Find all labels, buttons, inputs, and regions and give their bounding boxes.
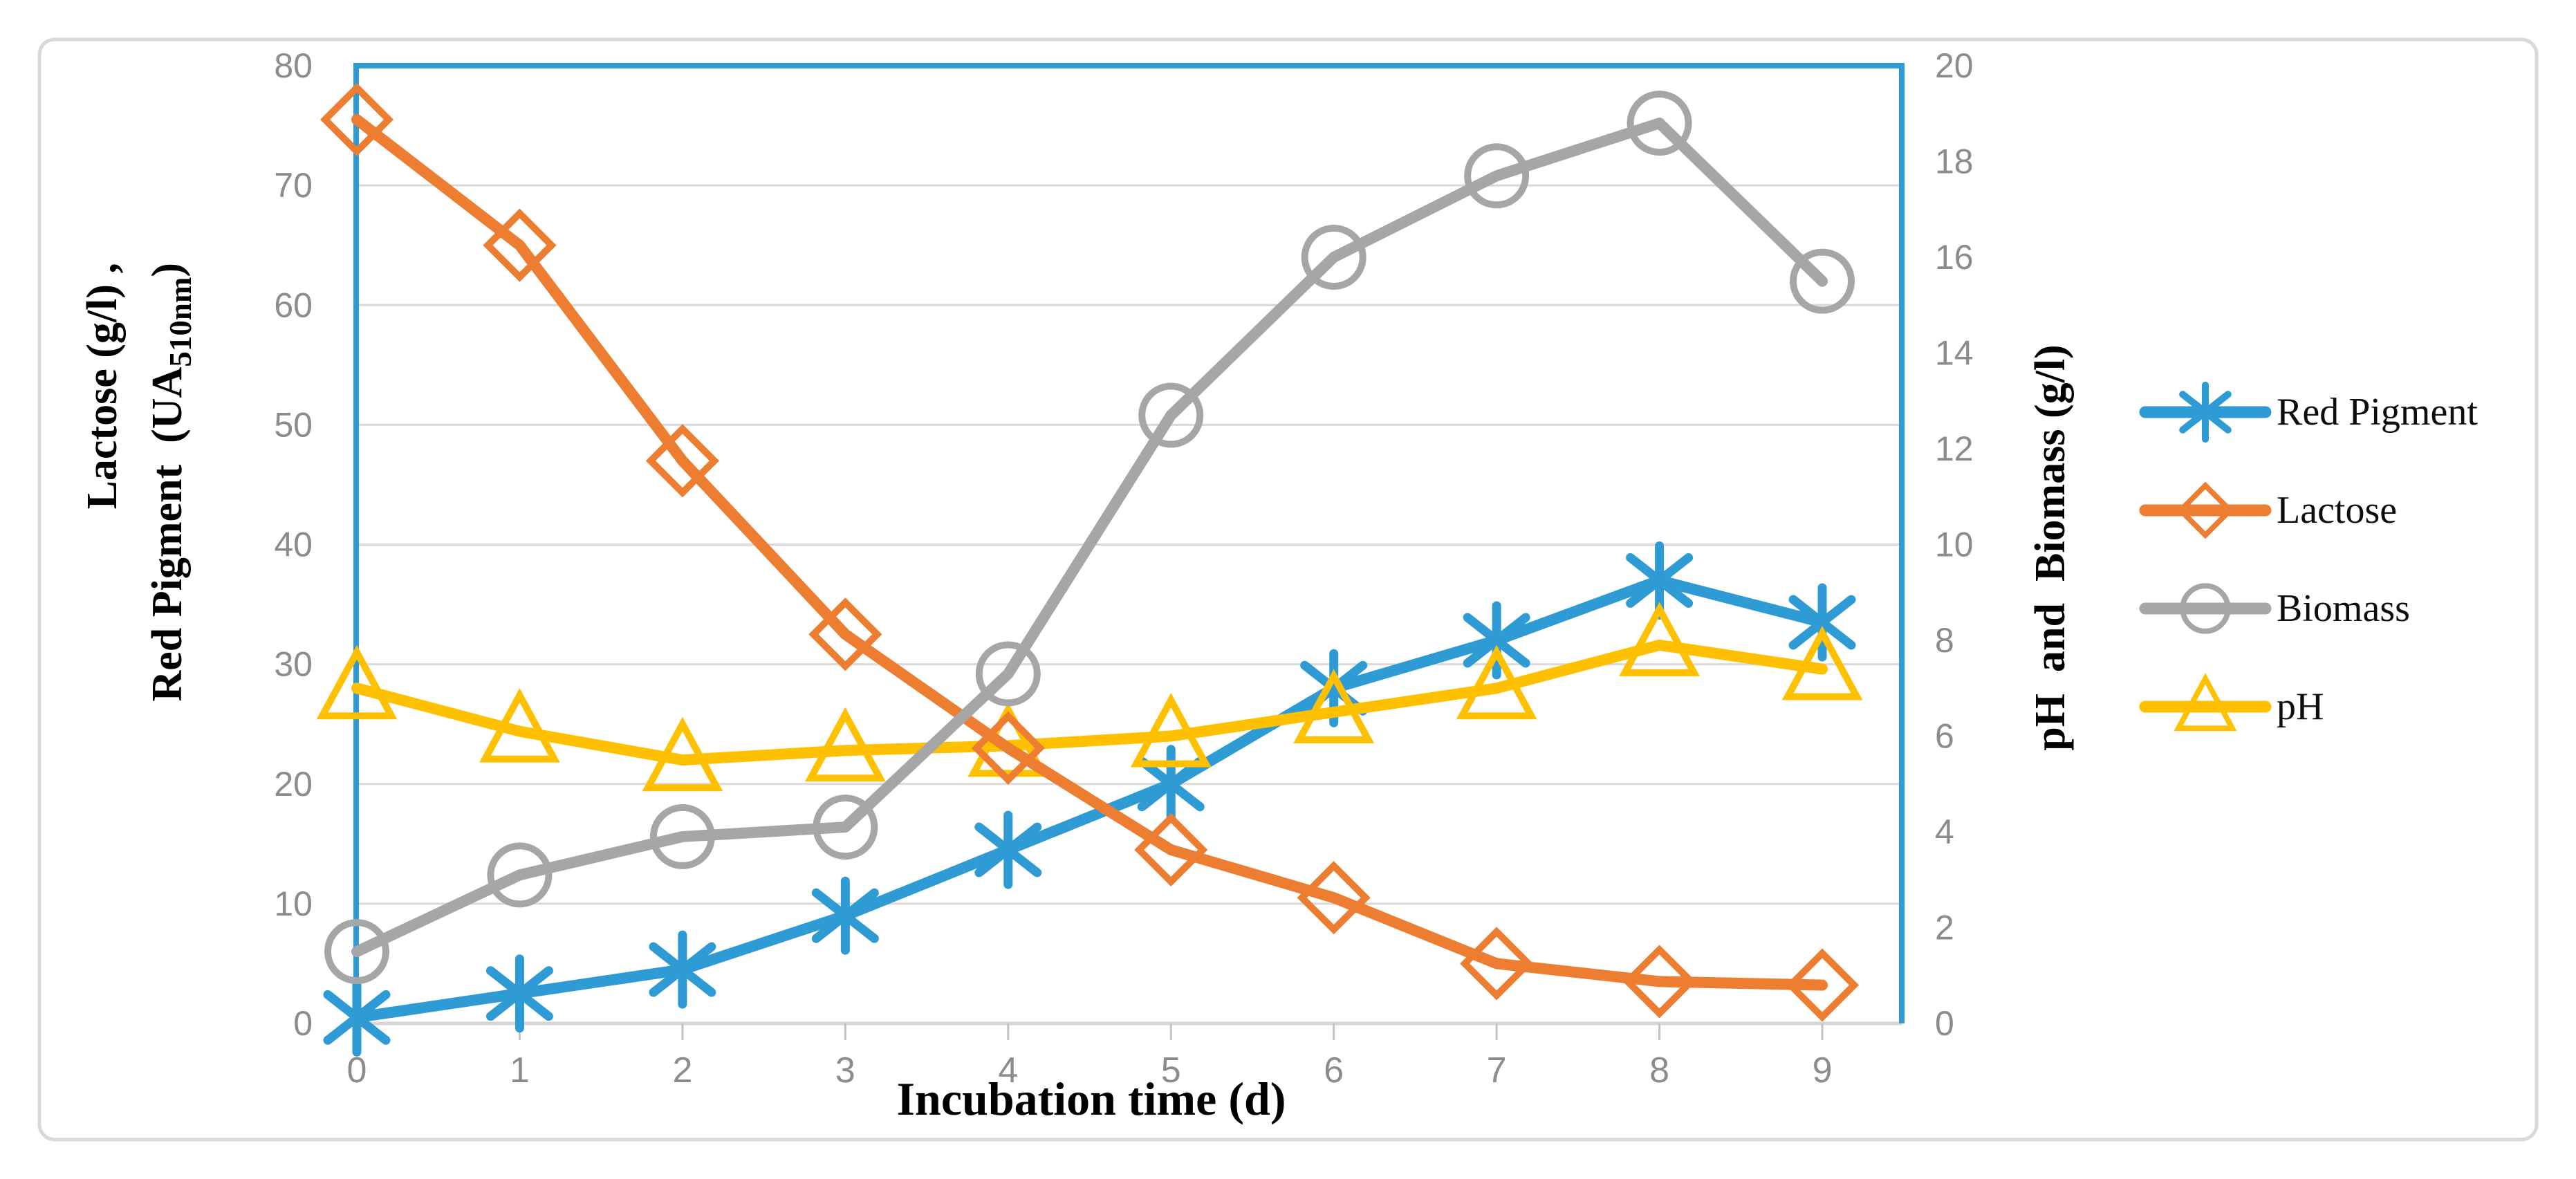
- circle-marker-icon: [487, 842, 553, 908]
- circle-marker-icon: [2180, 583, 2231, 634]
- star-marker-icon: [485, 954, 553, 1033]
- circle-marker-icon: [1464, 143, 1530, 209]
- circle-marker-icon: [1627, 91, 1692, 156]
- left-axis-tick-label: 70: [274, 166, 313, 205]
- x-axis-tick-label: 9: [1813, 1050, 1833, 1090]
- diamond-marker-icon: [2176, 481, 2234, 539]
- x-axis-tick-label: 5: [1161, 1050, 1181, 1090]
- circle-marker-icon: [1301, 225, 1366, 290]
- figure-border: [37, 37, 2539, 1142]
- right-axis-tick-label: 4: [1935, 813, 1954, 851]
- circle-marker-icon: [1790, 248, 1855, 314]
- legend-label: pH: [2277, 685, 2324, 728]
- star-marker-icon: [1788, 583, 1856, 662]
- left-axis-tick-label: 50: [274, 405, 313, 444]
- star-marker-icon: [811, 876, 879, 955]
- triangle-marker-icon: [2174, 673, 2237, 732]
- x-axis-tick-label: 2: [672, 1050, 692, 1090]
- left-axis-tick-label: 10: [274, 884, 313, 923]
- circle-marker-icon: [649, 804, 715, 869]
- right-axis-tick-label: 10: [1935, 526, 1974, 564]
- diamond-marker-icon: [319, 82, 394, 156]
- triangle-marker-icon: [1293, 669, 1375, 743]
- circle-marker-icon: [324, 919, 389, 985]
- circle-marker-icon: [813, 795, 878, 860]
- circle-marker-icon: [975, 641, 1041, 707]
- star-marker-icon: [1463, 601, 1530, 680]
- triangle-marker-icon: [1619, 602, 1701, 676]
- diamond-marker-icon: [1622, 945, 1696, 1019]
- diamond-marker-icon: [1297, 861, 1371, 935]
- legend-label: Lactose: [2277, 489, 2397, 532]
- star-marker-icon: [2179, 381, 2232, 443]
- x-axis-tick-label: 1: [510, 1050, 530, 1090]
- series-line: [351, 113, 1828, 991]
- legend-label: Red Pigment: [2277, 391, 2478, 434]
- x-axis-tick-label: 0: [347, 1050, 367, 1090]
- legend-item-red-pigment: Red Pigment: [2139, 381, 2478, 443]
- diamond-marker-icon: [1460, 927, 1534, 1001]
- series-biomass: [324, 91, 1855, 985]
- x-axis-tick-label: 3: [835, 1050, 855, 1090]
- right-axis-title: pH and Biomass (g/l): [2027, 344, 2074, 750]
- triangle-marker-icon: [1781, 626, 1863, 700]
- right-axis-tick-label: 18: [1935, 142, 1974, 181]
- x-axis-tick-label: 7: [1487, 1050, 1507, 1090]
- triangle-marker-icon: [1456, 644, 1537, 720]
- plot-border: [353, 63, 1905, 1023]
- star-marker-icon: [974, 810, 1042, 889]
- legend-label: Biomass: [2277, 587, 2410, 630]
- right-axis-tick-label: 0: [1935, 1004, 1954, 1043]
- triangle-marker-icon: [804, 707, 886, 782]
- diamond-marker-icon: [483, 208, 557, 282]
- right-axis-tick-label: 14: [1935, 334, 1974, 373]
- right-axis-tick-label: 2: [1935, 909, 1954, 947]
- left-axis-title-line1: Lactose (g/l) ,: [79, 263, 126, 509]
- series-red-pigment: [323, 541, 1856, 1057]
- left-axis-tick-label: 0: [293, 1004, 313, 1043]
- star-marker-icon: [323, 978, 391, 1057]
- diamond-marker-icon: [645, 424, 719, 498]
- left-axis-tick-label: 80: [274, 46, 313, 85]
- series-lactose: [319, 82, 1860, 1022]
- right-axis-tick-label: 6: [1935, 717, 1954, 756]
- triangle-marker-icon: [642, 716, 723, 792]
- series-line: [351, 575, 1828, 1023]
- left-axis-tick-label: 60: [274, 286, 313, 324]
- triangle-marker-icon: [479, 688, 560, 763]
- diamond-marker-icon: [1134, 813, 1208, 887]
- series-line: [351, 639, 1828, 766]
- series-line: [351, 118, 1828, 958]
- right-axis-tick-label: 20: [1935, 46, 1974, 85]
- x-axis-tick-label: 4: [998, 1050, 1018, 1090]
- triangle-marker-icon: [1130, 693, 1212, 768]
- left-axis-tick-label: 20: [274, 765, 313, 804]
- diamond-marker-icon: [1785, 948, 1860, 1022]
- left-axis-tick-label: 40: [274, 526, 313, 564]
- right-axis-tick-label: 12: [1935, 429, 1974, 468]
- diamond-marker-icon: [971, 711, 1045, 785]
- circle-marker-icon: [1138, 382, 1204, 448]
- triangle-marker-icon: [316, 644, 398, 720]
- left-axis-tick-label: 30: [274, 645, 313, 684]
- x-axis-tick-label: 8: [1649, 1050, 1669, 1090]
- star-marker-icon: [649, 930, 716, 1009]
- diamond-marker-icon: [808, 597, 882, 671]
- legend-item-ph: pH: [2139, 673, 2324, 732]
- legend-item-biomass: Biomass: [2139, 583, 2410, 634]
- right-axis-tick-label: 8: [1935, 621, 1954, 660]
- legend-item-lactose: Lactose: [2139, 481, 2397, 539]
- x-axis-title: Incubation time (d): [897, 1073, 1286, 1125]
- x-axis-tick-label: 6: [1324, 1050, 1344, 1090]
- right-axis-tick-label: 16: [1935, 238, 1974, 277]
